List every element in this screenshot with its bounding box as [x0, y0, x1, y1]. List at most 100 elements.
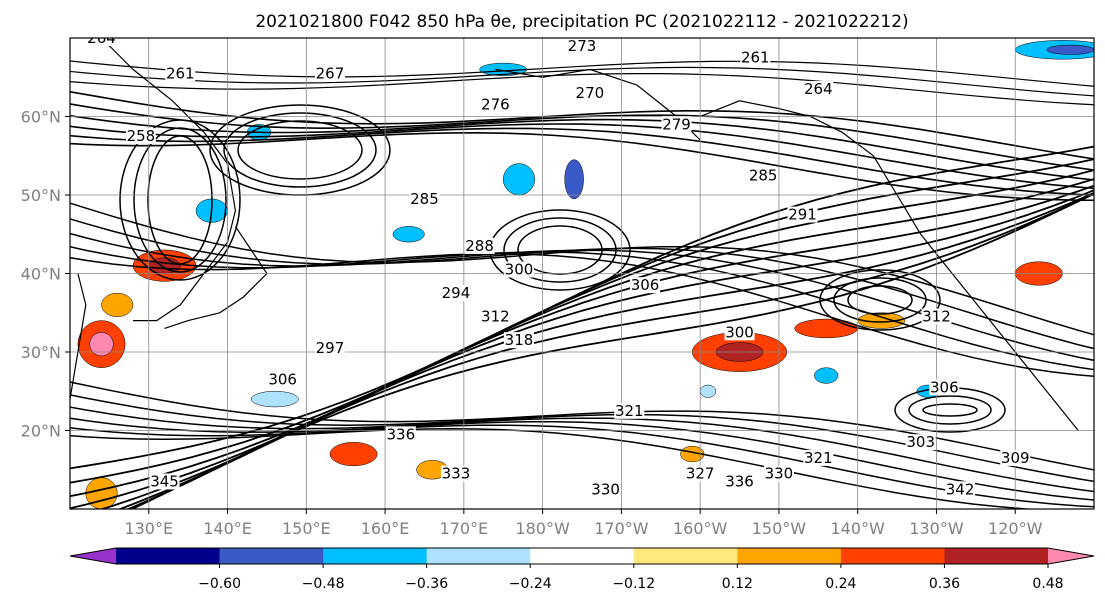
precip-patch — [89, 332, 114, 357]
contour-label: 279 — [662, 115, 691, 133]
x-tick-label: 140°W — [831, 519, 886, 538]
colorbar-tick-label: 0.24 — [825, 576, 856, 592]
precip-patch — [1046, 44, 1094, 55]
precip-patch — [329, 442, 378, 467]
theta-e-contour — [70, 417, 1094, 501]
colorbar-bin — [219, 548, 324, 564]
precip-patch — [814, 367, 839, 384]
colorbar: −0.60 −0.48 −0.36 −0.24 −0.12 0.12 0.24 0.36 0.4… — [69, 547, 1095, 592]
theta-e-contour — [70, 127, 1094, 196]
theta-e-contour — [517, 225, 603, 275]
contour-label-bg — [929, 379, 960, 396]
contour-label: 327 — [686, 465, 715, 483]
contour-label-bg — [267, 371, 298, 388]
contour-label-bg — [409, 190, 440, 207]
colorbar-bin — [840, 548, 945, 564]
y-tick-label: 30°N — [21, 343, 61, 362]
contour-label: 285 — [749, 166, 778, 184]
theta-e-contour — [223, 112, 377, 188]
contour-label-bg — [440, 465, 471, 482]
y-tick-label: 20°N — [21, 422, 61, 441]
colorbar-extend-min — [70, 548, 116, 564]
x-tick-label: 130°W — [909, 519, 964, 538]
contour-label: 267 — [316, 64, 345, 82]
contour-label-bg — [630, 277, 661, 294]
theta-e-contour — [119, 119, 241, 281]
theta-e-contour — [70, 66, 1094, 97]
colorbar-tick-label: −0.48 — [302, 576, 345, 592]
contour-label: 300 — [505, 261, 534, 279]
contour-label-bg — [314, 340, 345, 356]
x-tick-labels: 130°E 140°E 150°E 160°E 170°E 180°W 170°W 160°W… — [124, 509, 1043, 538]
contour-label: 312 — [481, 308, 510, 326]
colorbar-bin — [944, 548, 1049, 564]
contour-label: 288 — [465, 237, 494, 255]
theta-e-contour — [70, 406, 1094, 493]
theta-e-contour — [70, 427, 1038, 509]
contour-label-bg — [803, 80, 834, 97]
theta-e-contour — [847, 285, 913, 315]
map-area: 264 261 258 267 276 270 279 273 261 264 285 288 285 2… — [70, 29, 1094, 509]
contour-label-bg — [86, 38, 117, 46]
contour-label-bg — [165, 65, 196, 82]
theta-e-contour — [70, 73, 1094, 106]
contour-label-bg — [921, 308, 952, 325]
contour-label: 336 — [725, 472, 754, 490]
theta-e-contour — [70, 424, 1094, 508]
contour-label: 270 — [576, 84, 605, 102]
contour-label: 285 — [410, 190, 439, 208]
colorbar-tick-label: −0.24 — [509, 576, 552, 592]
theta-e-contour — [130, 192, 1094, 509]
theta-e-contour — [70, 245, 1094, 371]
theta-e-contour — [70, 158, 1094, 484]
precip-patch — [564, 159, 584, 200]
theta-e-contour — [70, 178, 1094, 509]
contour-label: 300 — [725, 323, 754, 341]
contour-label: 318 — [505, 331, 534, 349]
theta-e-contour — [833, 277, 927, 323]
precip-patch — [101, 292, 134, 317]
contour-label: 276 — [481, 96, 510, 114]
x-tick-label: 160°E — [361, 519, 410, 538]
contour-label: 258 — [127, 127, 156, 145]
colorbar-bin — [426, 548, 531, 564]
x-tick-label: 140°E — [203, 519, 252, 538]
contour-label: 345 — [150, 472, 179, 490]
contour-label-bg — [724, 473, 755, 490]
precip-patch — [699, 384, 717, 398]
contour-label-bg — [661, 116, 692, 133]
contour-label-bg — [945, 481, 976, 498]
contour-label-bg — [567, 38, 597, 54]
contour-label-bg — [905, 434, 936, 451]
colorbar-tick-label: −0.36 — [405, 576, 448, 592]
contour-label-bg — [125, 128, 156, 145]
theta-e-contour — [133, 127, 227, 273]
contour-label-bg — [503, 261, 534, 278]
x-tick-label: 170°E — [440, 519, 489, 538]
contour-label-bg — [440, 285, 471, 302]
gridlines — [70, 38, 1094, 509]
contour-label-bg — [740, 49, 771, 66]
contour-label: 264 — [804, 80, 833, 98]
contour-label: 261 — [741, 49, 770, 67]
x-tick-label: 170°W — [594, 519, 649, 538]
x-tick-label: 160°W — [673, 519, 728, 538]
contour-label: 306 — [268, 370, 297, 388]
contour-label: 330 — [591, 480, 620, 498]
contour-label-bg — [385, 426, 416, 443]
contour-label: 306 — [930, 378, 959, 396]
chart-title: 2021021800 F042 850 hPa θe, precipitatio… — [255, 12, 908, 32]
contour-label: 264 — [87, 29, 116, 47]
contour-label: 321 — [615, 402, 644, 420]
y-tick-label: 40°N — [21, 265, 61, 284]
x-tick-label: 130°E — [124, 519, 173, 538]
contour-label: 312 — [922, 308, 951, 326]
theta-e-contours — [70, 60, 1094, 509]
contour-label-bg — [480, 308, 511, 325]
contour-label: 306 — [631, 276, 660, 294]
contour-label-bg — [574, 84, 605, 101]
colorbar-tick-label: −0.12 — [612, 576, 655, 592]
contour-label-bg — [464, 237, 495, 254]
colorbar-bin — [737, 548, 842, 564]
